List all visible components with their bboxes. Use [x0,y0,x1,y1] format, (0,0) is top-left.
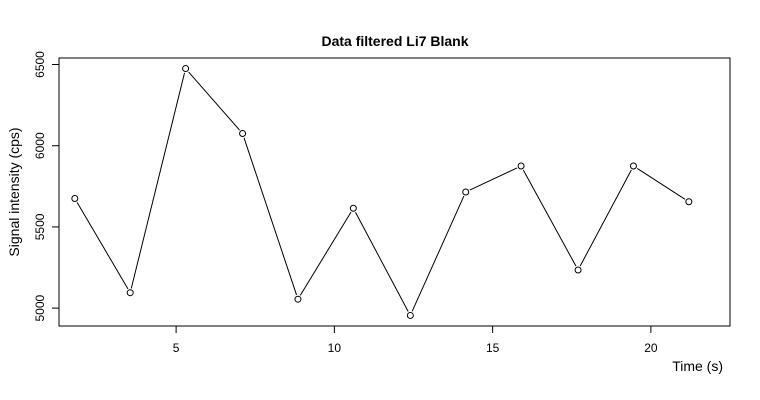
data-point [574,266,582,274]
series-segment [469,167,518,191]
y-tick-label: 5500 [33,213,47,240]
data-point [71,194,79,202]
x-axis-label: Time (s) [672,358,723,374]
data-point [629,162,637,170]
chart-title: Data filtered Li7 Blank [321,33,468,49]
data-point [685,198,693,206]
y-tick-label: 6500 [33,51,47,78]
data-series [71,65,693,319]
data-point [239,130,247,138]
x-tick-label: 10 [328,341,342,355]
plot-frame [58,57,731,327]
y-axis-label: Signal intensity (cps) [6,127,22,256]
x-tick-label: 20 [644,341,658,355]
series-segment [522,169,577,267]
series-segment [355,211,409,312]
series-segment [130,72,186,289]
series-segment [579,169,632,267]
x-tick-label: 5 [173,341,180,355]
data-point [517,162,525,170]
x-tick-label: 15 [486,341,500,355]
series-segment [299,211,352,296]
y-axis: 5000 5500 6000 6500 [33,51,59,321]
series-segment [411,195,465,312]
series-segment [636,168,686,200]
x-axis: 5 10 15 20 [173,326,658,355]
data-point [462,188,470,196]
data-point [126,289,134,297]
y-tick-label: 6000 [33,132,47,159]
series-segment [76,202,129,290]
series-segment [243,137,298,296]
y-tick-label: 5000 [33,294,47,321]
series-segment [188,71,240,131]
data-point [182,65,190,73]
data-point [349,204,357,212]
data-point [406,311,414,319]
data-point [294,295,302,303]
